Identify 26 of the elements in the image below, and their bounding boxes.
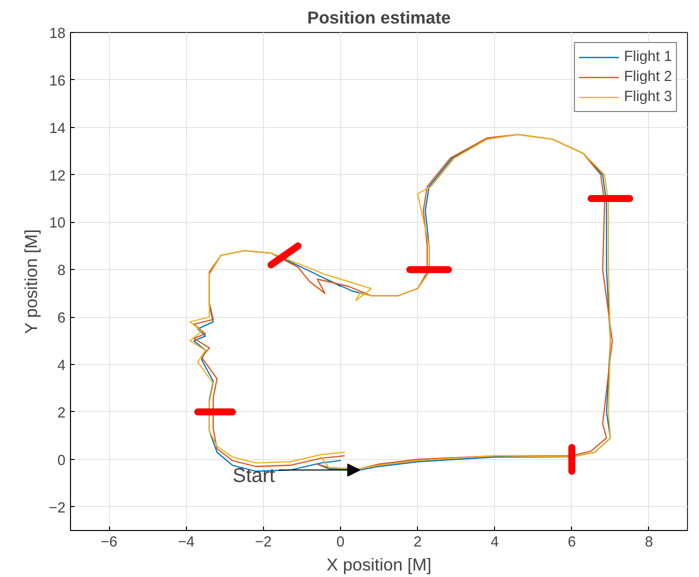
x-tick-label: 2 <box>413 534 422 550</box>
x-tick-label: 0 <box>336 534 345 550</box>
y-tick-label: 4 <box>57 358 66 374</box>
y-tick-label: 8 <box>57 263 66 280</box>
legend-label: Flight 1 <box>624 49 672 65</box>
y-axis-title: Y position [M] <box>20 229 41 334</box>
legend-label: Flight 3 <box>624 89 672 105</box>
y-tick-label: 18 <box>49 26 66 42</box>
y-tick-label: −2 <box>48 500 66 516</box>
y-tick-label: 16 <box>49 73 66 90</box>
x-tick-label: 6 <box>568 534 576 550</box>
legend-label: Flight 2 <box>624 69 672 85</box>
y-tick-label: 12 <box>49 168 66 184</box>
x-tick-label: 8 <box>644 534 654 550</box>
y-tick-label: 0 <box>57 452 66 469</box>
y-tick-label: 6 <box>57 310 66 327</box>
x-tick-label: −2 <box>254 534 272 550</box>
y-tick-label: 2 <box>57 405 66 422</box>
x-tick-label: −6 <box>100 534 118 550</box>
x-tick-label: −4 <box>178 534 195 550</box>
annotation: Start <box>232 465 276 488</box>
x-tick-label: 4 <box>490 534 499 550</box>
y-tick-label: 14 <box>49 120 66 137</box>
chart-title: Position estimate <box>307 8 452 28</box>
x-axis-title: X position [M] <box>326 554 432 574</box>
y-tick-label: 10 <box>49 216 66 232</box>
